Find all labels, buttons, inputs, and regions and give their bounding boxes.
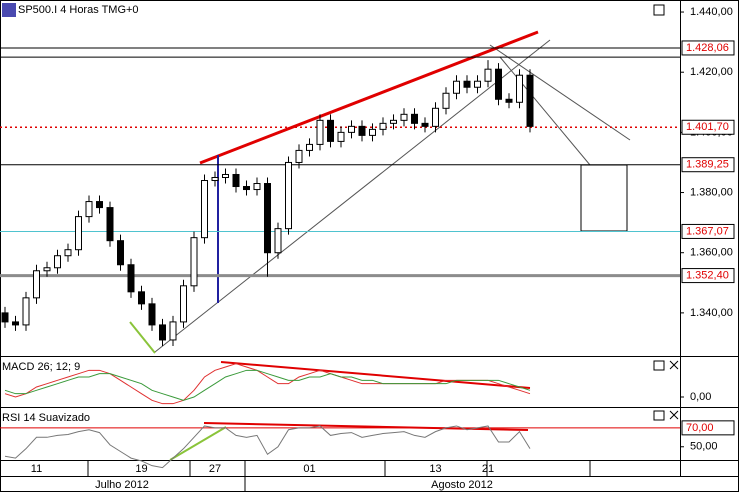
- candle-body: [12, 321, 19, 326]
- y-tick-label: 50,00: [690, 441, 718, 453]
- candle-body: [222, 173, 229, 179]
- candle-body: [43, 267, 51, 272]
- y-tick-label: 1.420,00: [690, 66, 733, 78]
- level-label-box: [681, 157, 735, 173]
- candle-body: [54, 255, 61, 269]
- candle-body: [232, 173, 240, 188]
- candle-body: [253, 183, 261, 191]
- candle-body: [358, 125, 366, 136]
- candle-body: [495, 68, 502, 100]
- maximize-button[interactable]: [653, 360, 665, 371]
- candle-body: [75, 216, 82, 251]
- x-tick-label: 19: [135, 463, 147, 475]
- close-button[interactable]: [669, 360, 679, 370]
- x-tick-label: 27: [209, 463, 221, 475]
- candle-body: [274, 228, 282, 254]
- candle-body: [369, 128, 376, 136]
- axis-separators: [87, 461, 591, 492]
- candle-body: [169, 321, 177, 341]
- level-label-box: [681, 420, 735, 436]
- candle-body: [348, 125, 355, 133]
- month-label: Julho 2012: [95, 479, 149, 491]
- x-tick-label: 01: [303, 463, 315, 475]
- candle-body: [400, 113, 408, 121]
- series-line: [4, 369, 531, 401]
- candle-body: [201, 180, 208, 239]
- level-label: 70,00: [686, 422, 714, 434]
- month-label: Agosto 2012: [431, 479, 493, 491]
- level-label: 1.352,40: [686, 269, 729, 281]
- candle-body: [96, 201, 103, 209]
- y-tick-label: 1.440,00: [690, 6, 733, 18]
- candle-body: [526, 74, 534, 127]
- candle-body: [127, 264, 135, 293]
- candle-body: [337, 131, 345, 142]
- close-button[interactable]: [669, 410, 679, 420]
- panel-title: SP500.I 4 Horas TMG+0: [18, 4, 139, 16]
- candle-body: [85, 201, 93, 218]
- level-label-box: [681, 119, 735, 135]
- candle-body: [243, 186, 250, 191]
- level-label: 1.389,25: [686, 159, 729, 171]
- candle-body: [295, 149, 303, 163]
- y-tick-label: 1.380,00: [690, 186, 733, 198]
- x-tick-label: 11: [31, 463, 42, 475]
- candle-body: [22, 297, 30, 326]
- candle-body: [106, 207, 114, 242]
- y-tick-label: 1.360,00: [690, 247, 733, 259]
- candle-body: [516, 74, 523, 103]
- maximize-button[interactable]: [653, 4, 665, 16]
- panel-title: MACD 26; 12; 9: [2, 361, 80, 373]
- candle-body: [264, 183, 271, 254]
- candle-body: [505, 98, 513, 103]
- candle-body: [64, 249, 72, 257]
- candle-body: [474, 80, 481, 88]
- y-tick-label: 1.340,00: [690, 307, 733, 319]
- series-line: [4, 363, 531, 405]
- level-label: 1.428,06: [686, 42, 729, 54]
- candle-body: [390, 119, 397, 124]
- candle-body: [327, 119, 334, 142]
- level-label-box: [681, 223, 735, 239]
- candle-body: [190, 237, 198, 287]
- maximize-button[interactable]: [653, 410, 665, 421]
- candle-body: [33, 270, 40, 299]
- level-label: 1.367,07: [686, 225, 729, 237]
- x-tick-label: 13: [429, 463, 441, 475]
- candle-body: [484, 68, 492, 82]
- candle-body: [463, 80, 471, 88]
- symbol-icon[interactable]: [2, 3, 16, 17]
- candle-body: [306, 143, 313, 151]
- candle-body: [432, 107, 439, 127]
- candle-body: [421, 122, 429, 127]
- candle-body: [180, 285, 187, 323]
- x-tick-label: 21: [482, 463, 494, 475]
- candle-body: [148, 303, 156, 326]
- candle-body: [138, 291, 145, 305]
- level-label-box: [681, 268, 735, 284]
- series-line: [4, 425, 531, 469]
- level-label-box: [681, 40, 735, 56]
- candle-body: [453, 80, 460, 94]
- candle-body: [285, 161, 292, 230]
- candle-body: [117, 240, 124, 266]
- candle-body: [379, 122, 387, 130]
- y-tick-label: 0,00: [690, 391, 711, 403]
- candle-body: [442, 92, 450, 109]
- candle-body: [159, 324, 166, 341]
- candle-body: [211, 177, 219, 182]
- candle-body: [316, 119, 324, 145]
- panel-title: RSI 14 Suavizado: [2, 412, 90, 424]
- level-label: 1.401,70: [686, 121, 729, 133]
- candle-body: [1, 312, 9, 323]
- candle-body: [411, 113, 418, 124]
